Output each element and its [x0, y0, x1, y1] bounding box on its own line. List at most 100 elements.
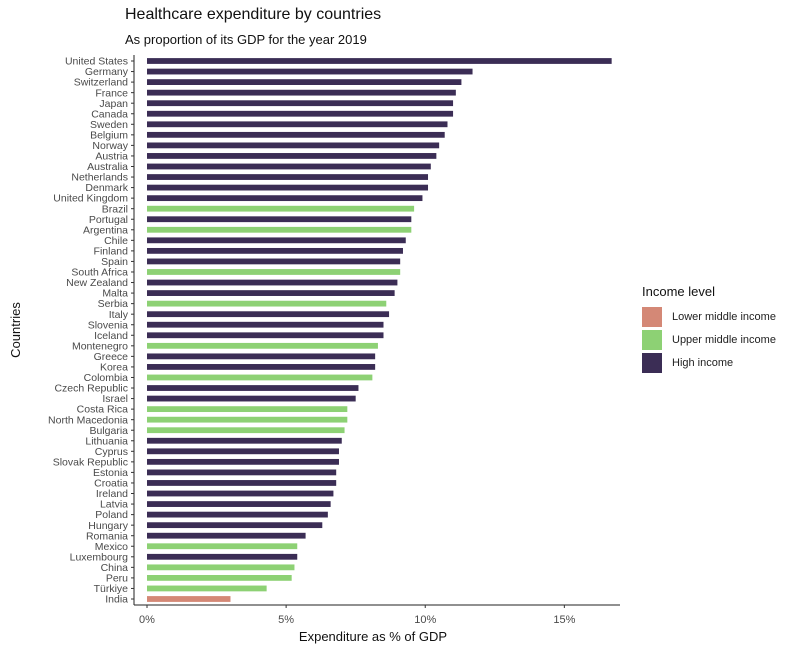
- bar-estonia: [147, 469, 337, 476]
- bar-poland: [147, 511, 328, 518]
- y-tick-label: Hungary: [88, 520, 128, 532]
- bar-slovak-republic: [147, 458, 339, 465]
- bar-greece: [147, 353, 376, 360]
- legend-swatch-upper-middle-income: [642, 329, 662, 350]
- y-tick-label: Malta: [102, 288, 128, 300]
- y-tick-label: Korea: [100, 362, 128, 374]
- legend-label-upper-middle-income: Upper middle income: [672, 333, 776, 346]
- y-axis: United StatesGermanySwitzerlandFranceJap…: [48, 55, 135, 606]
- bar-israel: [147, 395, 356, 402]
- chart-subtitle: As proportion of its GDP for the year 20…: [125, 32, 367, 47]
- y-tick-label: Lithuania: [85, 435, 128, 447]
- bar-finland: [147, 247, 403, 254]
- y-tick-label: Denmark: [85, 182, 128, 194]
- bar-czech-republic: [147, 385, 359, 391]
- y-tick-label: Germany: [85, 66, 129, 78]
- x-axis-title: Expenditure as % of GDP: [299, 629, 447, 644]
- bar-romania: [147, 532, 306, 539]
- bar-portugal: [147, 216, 412, 223]
- y-tick-label: Sweden: [90, 119, 128, 131]
- y-tick-label: Portugal: [89, 214, 128, 226]
- y-tick-label: Austria: [95, 151, 128, 163]
- bar-united-states: [147, 58, 612, 64]
- bar-china: [147, 564, 295, 571]
- bar-north-macedonia: [147, 416, 348, 423]
- bar-peru: [147, 575, 292, 581]
- y-tick-label: Costa Rica: [77, 404, 129, 416]
- bar-iceland: [147, 332, 384, 339]
- bar-australia: [147, 163, 431, 170]
- bar-austria: [147, 153, 437, 159]
- y-tick-label: Argentina: [83, 224, 128, 236]
- y-tick-label: Latvia: [100, 499, 128, 511]
- y-tick-label: Slovak Republic: [53, 456, 128, 468]
- legend-label-lower-middle-income: Lower middle income: [672, 310, 776, 323]
- chart-title: Healthcare expenditure by countries: [125, 6, 382, 23]
- y-tick-label: Netherlands: [71, 172, 128, 184]
- bar-colombia: [147, 374, 373, 381]
- bar-south-africa: [147, 269, 401, 275]
- x-tick-label: 0%: [139, 614, 155, 626]
- y-axis-title: Countries: [8, 302, 23, 358]
- y-tick-label: France: [95, 87, 128, 99]
- y-tick-label: Finland: [94, 245, 129, 257]
- legend-item-upper-middle-income: Upper middle income: [642, 328, 798, 351]
- y-tick-label: Romania: [86, 530, 128, 542]
- bar-netherlands: [147, 174, 429, 180]
- legend-swatch-lower-middle-income: [642, 306, 662, 327]
- y-tick-label: United Kingdom: [53, 193, 128, 205]
- legend-title: Income level: [642, 284, 715, 299]
- bar-ireland: [147, 490, 334, 497]
- y-tick-label: Montenegro: [72, 340, 128, 352]
- y-tick-label: Croatia: [94, 478, 128, 490]
- y-tick-label: Estonia: [93, 467, 128, 479]
- y-tick-label: South Africa: [71, 267, 128, 279]
- bar-montenegro: [147, 342, 378, 349]
- y-tick-label: Israel: [102, 393, 128, 405]
- x-tick-label: 5%: [278, 614, 294, 626]
- bar-cyprus: [147, 448, 339, 455]
- bar-lithuania: [147, 437, 342, 444]
- bar-argentina: [147, 226, 412, 233]
- legend-item-lower-middle-income: Lower middle income: [642, 305, 798, 328]
- y-tick-label: Colombia: [84, 372, 129, 384]
- y-tick-label: Ireland: [96, 488, 128, 500]
- bar-malta: [147, 290, 395, 296]
- bar-japan: [147, 100, 454, 107]
- y-tick-label: Czech Republic: [54, 383, 128, 395]
- bar-korea: [147, 364, 376, 370]
- bar-serbia: [147, 300, 387, 307]
- bar-chile: [147, 237, 406, 244]
- y-tick-label: Peru: [106, 573, 128, 585]
- y-tick-label: Norway: [92, 140, 128, 152]
- bar-croatia: [147, 480, 337, 486]
- y-tick-label: North Macedonia: [48, 414, 128, 426]
- bar-germany: [147, 68, 473, 75]
- y-tick-label: India: [105, 594, 128, 606]
- y-tick-label: New Zealand: [66, 277, 128, 289]
- legend-swatch-high-income: [642, 352, 662, 373]
- y-tick-label: Spain: [101, 256, 128, 268]
- bar-latvia: [147, 501, 331, 507]
- y-tick-label: Serbia: [98, 298, 129, 310]
- y-tick-label: United States: [65, 56, 128, 68]
- bar-luxembourg: [147, 553, 298, 560]
- y-tick-label: Switzerland: [74, 77, 128, 89]
- bar-new-zealand: [147, 279, 398, 286]
- y-tick-label: Slovenia: [88, 319, 128, 331]
- bar-bulgaria: [147, 427, 345, 434]
- bar-sweden: [147, 121, 448, 128]
- y-tick-label: Iceland: [94, 330, 128, 342]
- y-tick-label: Australia: [87, 161, 128, 173]
- y-tick-label: Japan: [99, 98, 128, 110]
- y-tick-label: China: [101, 562, 129, 574]
- y-tick-label: Italy: [109, 309, 129, 321]
- bar-norway: [147, 142, 440, 149]
- y-tick-label: Poland: [95, 509, 128, 521]
- bar-costa-rica: [147, 406, 348, 413]
- legend: Income level Lower middle income Upper m…: [642, 284, 798, 374]
- y-tick-label: Belgium: [90, 129, 128, 141]
- bar-denmark: [147, 184, 429, 191]
